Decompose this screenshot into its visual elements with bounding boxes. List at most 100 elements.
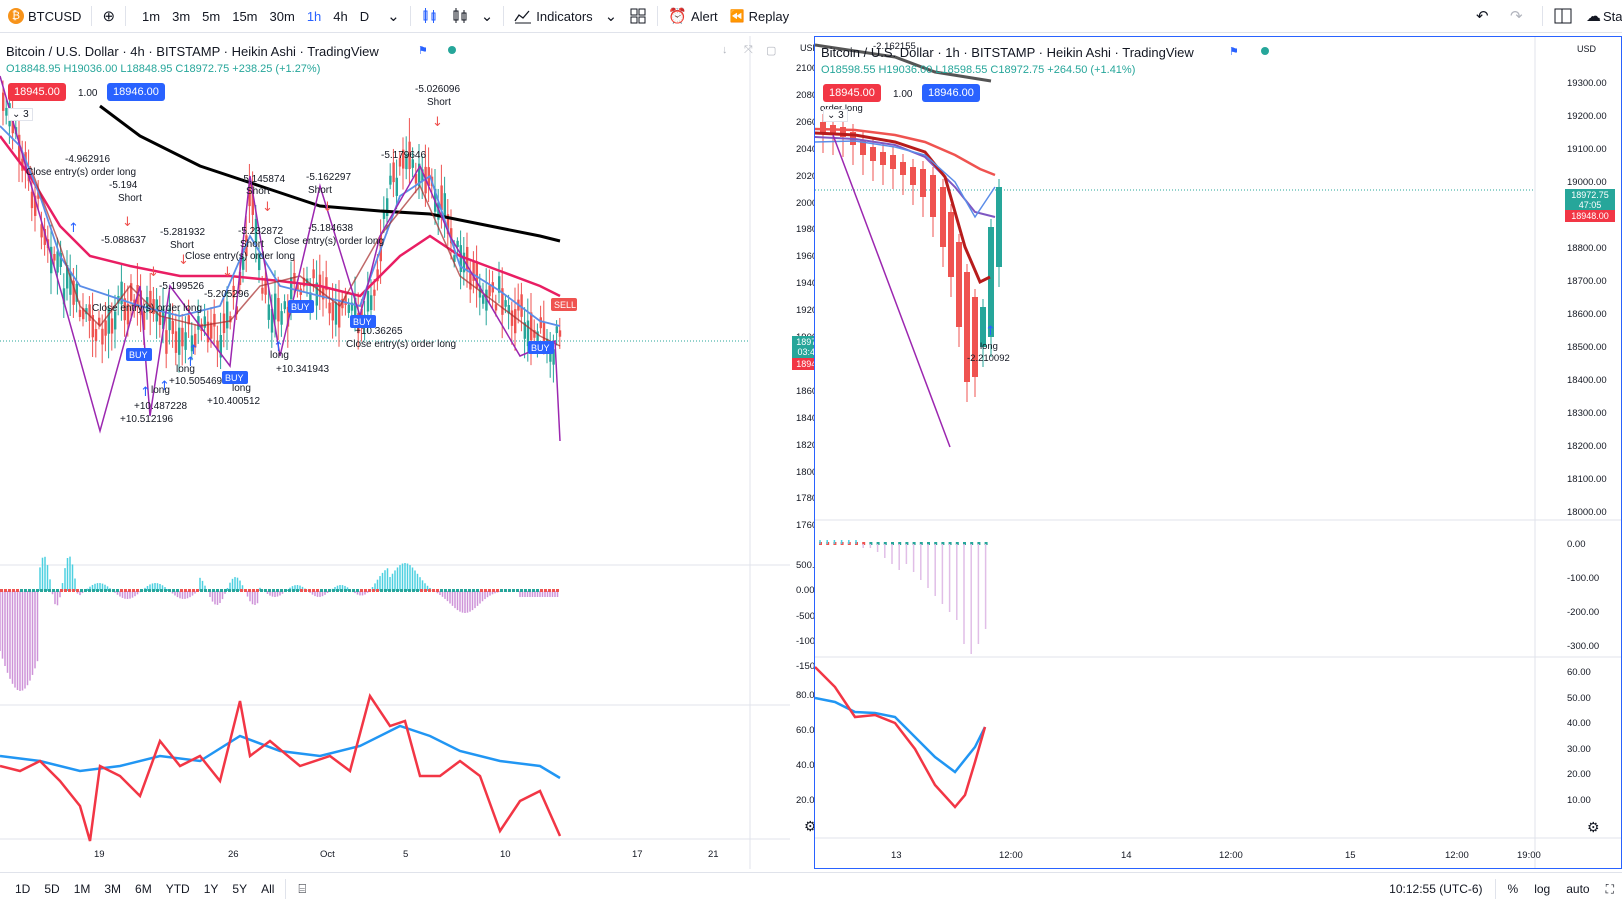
timeframe-30m[interactable]: 30m xyxy=(269,8,295,24)
range-5d[interactable]: 5D xyxy=(44,881,60,896)
right-rsi-tick: 30.00 xyxy=(1567,743,1591,755)
right-buy-price-button[interactable]: 18946.00 xyxy=(922,84,980,102)
candle-body xyxy=(130,283,133,301)
candle-body xyxy=(2,92,5,111)
range-3m[interactable]: 3M xyxy=(104,881,122,896)
left-chart-pane[interactable]: -4.962916 Close entry(s) order long -5.194… xyxy=(0,36,838,869)
macd-signal-dot xyxy=(260,589,263,592)
indicators-button[interactable]: Indicators xyxy=(508,0,598,33)
settings-gear-icon[interactable]: ⚙ xyxy=(1587,819,1600,835)
candle-body xyxy=(414,173,418,184)
left-quantity[interactable]: 1.00 xyxy=(78,88,98,99)
clock-label[interactable]: 10:12:55 (UTC-6) xyxy=(1389,882,1483,896)
timeframe-d[interactable]: D xyxy=(359,8,370,24)
left-sell-price-button[interactable]: 18945.00 xyxy=(8,83,66,101)
undo-button[interactable]: ↶ xyxy=(1470,0,1495,33)
range-1m[interactable]: 1M xyxy=(73,881,91,896)
right-quantity[interactable]: 1.00 xyxy=(893,89,913,100)
timeframe-4h[interactable]: 4h xyxy=(333,8,348,24)
alarm-clock-icon: ⏰ xyxy=(668,8,687,25)
macd-signal-dot xyxy=(72,589,75,592)
buy-signal-tag xyxy=(222,371,248,384)
left-buy-price-button[interactable]: 18946.00 xyxy=(107,83,165,101)
bar-style-button[interactable] xyxy=(415,0,445,33)
left-collapse-indicators-button[interactable]: ⌄ 3 xyxy=(8,108,33,121)
macd-signal-dot xyxy=(124,589,127,592)
alert-button[interactable]: ⏰ Alert xyxy=(662,0,723,33)
right-chart-pane[interactable]: -2.162155 order long long-2.210092 ↑ Bitcoi… xyxy=(814,36,1622,869)
candle-body xyxy=(890,155,896,169)
macd-signal-dot xyxy=(392,589,395,592)
candle-body xyxy=(510,310,514,326)
timeframe-dropdown[interactable]: ⌄ xyxy=(381,0,406,33)
layout-button[interactable] xyxy=(1548,0,1578,33)
move-icon[interactable]: ⤧ xyxy=(744,44,753,56)
save-cloud-button[interactable]: ☁ Sta xyxy=(1580,0,1622,33)
candle-body xyxy=(940,187,946,247)
candle-body xyxy=(69,273,72,295)
trade-annotation: Close entry(s) order long xyxy=(26,167,136,178)
right-sell-price-button[interactable]: 18945.00 xyxy=(823,84,881,102)
timeframe-15m[interactable]: 15m xyxy=(232,8,258,24)
timeframe-3m[interactable]: 3m xyxy=(172,8,191,24)
candle-body xyxy=(539,317,542,329)
trade-annotation: Short xyxy=(118,193,142,204)
right-price-tick: 18100.00 xyxy=(1567,474,1607,485)
macd-signal-dot xyxy=(144,589,147,592)
left-time-tick: 17 xyxy=(632,849,643,860)
maximize-icon[interactable]: ▢ xyxy=(766,45,777,57)
redo-button[interactable]: ↷ xyxy=(1504,0,1529,33)
flag-icon[interactable]: ⚑ xyxy=(1229,46,1239,58)
candle-body xyxy=(980,307,986,347)
scroll-down-icon[interactable]: ↓ xyxy=(722,44,728,56)
candle-body xyxy=(248,182,251,207)
chevron-down-icon: ⌄ xyxy=(387,8,400,25)
macd-signal-dot xyxy=(216,589,219,592)
range-1d[interactable]: 1D xyxy=(15,881,31,896)
flag-icon[interactable]: ⚑ xyxy=(418,45,428,57)
range-5y[interactable]: 5Y xyxy=(232,881,248,896)
macd-signal-dot xyxy=(272,589,275,592)
percent-toggle[interactable]: % xyxy=(1507,882,1519,896)
right-collapse-indicators-button[interactable]: ⌄ 3 xyxy=(823,109,848,122)
timeframe-5m[interactable]: 5m xyxy=(202,8,221,24)
candle-body xyxy=(43,228,46,245)
trade-annotation: +10.400512 xyxy=(207,396,261,407)
calendar-goto-icon[interactable]: ⌸ xyxy=(298,880,307,896)
right-price-tick: 18800.00 xyxy=(1567,243,1607,254)
timeframe-1m[interactable]: 1m xyxy=(142,8,161,24)
timeframe-1h[interactable]: 1h xyxy=(306,8,322,24)
timeframe-group: 1m 3m 5m 15m 30m 1h 4h D xyxy=(130,0,381,33)
chart-type-dropdown[interactable]: ⌄ xyxy=(475,0,500,33)
right-chart-canvas[interactable]: -2.162155 order long long-2.210092 ↑ xyxy=(815,37,1621,868)
range-all[interactable]: All xyxy=(261,881,275,896)
range-6m[interactable]: 6M xyxy=(135,881,152,896)
divider xyxy=(657,6,659,26)
right-price-tick: 19000.00 xyxy=(1567,177,1607,188)
left-chart-canvas[interactable]: -4.962916 Close entry(s) order long -5.194… xyxy=(0,36,790,869)
range-1y[interactable]: 1Y xyxy=(203,881,219,896)
log-toggle[interactable]: log xyxy=(1534,882,1551,896)
range-ytd[interactable]: YTD xyxy=(165,881,190,896)
macd-signal-dot xyxy=(224,589,227,592)
left-currency-label[interactable]: USD xyxy=(800,43,820,53)
trade-annotation: +10.512196 xyxy=(120,414,174,425)
macd-signal-dot xyxy=(300,589,303,592)
compare-button[interactable]: ⊕ xyxy=(96,0,121,33)
macd-signal-dot xyxy=(488,589,491,592)
settings-gear-icon[interactable]: ⚙ xyxy=(804,818,817,834)
replay-button[interactable]: ⏪ Replay xyxy=(724,0,795,33)
trade-annotation: -5.026096 xyxy=(415,84,460,95)
indicators-dropdown[interactable]: ⌄ xyxy=(599,0,624,33)
macd-signal-dot xyxy=(516,589,519,592)
macd-signal-dot xyxy=(336,589,339,592)
indicators-label: Indicators xyxy=(536,8,593,24)
templates-button[interactable] xyxy=(623,0,653,33)
candle-style-button[interactable] xyxy=(445,0,475,33)
symbol-search[interactable]: ₿ BTCUSD xyxy=(0,0,87,33)
auto-toggle[interactable]: auto xyxy=(1566,882,1590,896)
macd-signal-dot xyxy=(404,589,407,592)
right-currency-label[interactable]: USD xyxy=(1577,44,1597,54)
trade-annotation: Short xyxy=(427,97,451,108)
fullscreen-icon[interactable]: ⛶ xyxy=(1605,881,1614,896)
